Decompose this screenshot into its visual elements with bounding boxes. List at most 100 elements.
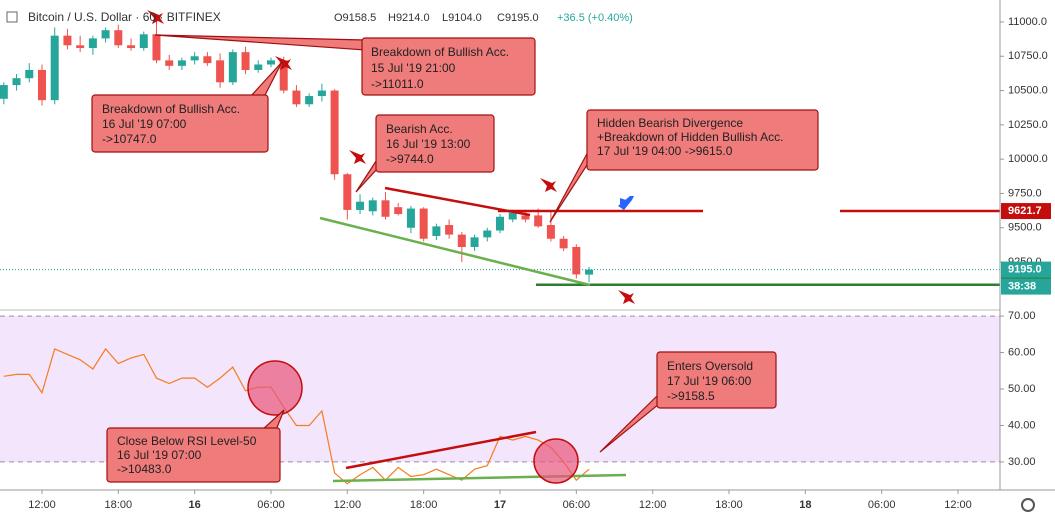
candle-body — [266, 60, 275, 65]
highlight-circle — [247, 360, 303, 416]
callout-text: Close Below RSI Level-50 — [117, 434, 257, 448]
x-tick-label: 18:00 — [105, 499, 133, 511]
rsi-trend-line — [345, 430, 537, 470]
x-tick-label: 16 — [189, 499, 201, 511]
callout-box — [656, 351, 777, 409]
candle-body — [394, 207, 403, 215]
price-label-box — [1001, 278, 1051, 295]
callout-box — [91, 94, 269, 153]
x-tick-label: 06:00 — [563, 499, 591, 511]
candle-body — [330, 90, 339, 175]
symbol-title: Bitcoin / U.S. Dollar · 60 · BITFINEX — [28, 10, 221, 24]
callout-text: ->11011.0 — [371, 77, 424, 91]
candle-body — [521, 215, 530, 220]
x-tick-label: 18:00 — [410, 499, 438, 511]
highlight-circle — [533, 438, 579, 484]
callout-text: 16 Jul '19 13:00 — [386, 137, 471, 151]
y-tick-label: 70.00 — [1008, 310, 1036, 322]
y-tick-label: 11000.0 — [1008, 16, 1047, 28]
candle-body — [114, 30, 123, 46]
candle-body — [25, 69, 34, 79]
rocket-icon — [147, 10, 164, 24]
callout-text: ->9158.5 — [667, 389, 715, 403]
candle-body — [0, 85, 8, 99]
rocket-icon — [540, 178, 557, 192]
y-tick-label: 10250.0 — [1008, 119, 1048, 131]
y-tick-label: 10500.0 — [1008, 84, 1048, 96]
candle-body — [343, 174, 352, 210]
y-tick-label: 30.00 — [1008, 456, 1036, 468]
trend-line — [384, 186, 531, 217]
rocket-icon — [618, 290, 635, 304]
rocket-icon — [349, 150, 366, 164]
candle-body — [254, 64, 263, 70]
ohlc-low: L9104.0 — [442, 12, 482, 24]
price-label-box — [1001, 203, 1051, 220]
y-tick-label: 9750.0 — [1008, 187, 1042, 199]
x-tick-label: 12:00 — [28, 499, 56, 511]
price-label-box — [1001, 261, 1051, 278]
callout-box — [375, 114, 495, 173]
candle-body — [317, 90, 326, 97]
callout-text: Hidden Bearish Divergence — [597, 116, 743, 130]
price-label: 9195.0 — [1008, 264, 1042, 276]
candle-body — [152, 34, 161, 61]
candle-body — [279, 60, 288, 91]
y-tick-label: 10750.0 — [1008, 50, 1048, 62]
candle-body — [12, 78, 21, 86]
rocket-icon — [618, 196, 634, 210]
x-tick-label: 06:00 — [868, 499, 896, 511]
x-tick-label: 18 — [799, 499, 811, 511]
candle-body — [216, 60, 225, 83]
rsi-trend-line — [332, 473, 627, 483]
callout-text: Enters Oversold — [667, 359, 753, 373]
callout-box — [586, 109, 819, 171]
ohlc-change: +36.5 (+0.40%) — [557, 12, 633, 24]
x-tick-label: 17 — [494, 499, 506, 511]
callout-text: Bearish Acc. — [386, 122, 453, 136]
candle-body — [101, 30, 110, 39]
x-tick-label: 12:00 — [639, 499, 667, 511]
candle-body — [177, 60, 186, 66]
candle-body — [534, 215, 543, 227]
y-tick-label: 50.00 — [1008, 383, 1036, 395]
y-tick-label: 9500.0 — [1008, 222, 1042, 234]
candle-body — [432, 226, 441, 236]
candle-body — [190, 56, 199, 61]
price-label: 9621.7 — [1008, 205, 1042, 217]
candle-body — [585, 269, 594, 275]
settings-icon[interactable] — [1021, 498, 1035, 512]
candle-body — [483, 230, 492, 238]
callout-text: 16 Jul '19 07:00 — [117, 448, 202, 462]
icons — [147, 10, 635, 304]
candle-body — [356, 201, 365, 210]
candle-body — [203, 56, 212, 64]
callout-text: Breakdown of Bullish Acc. — [371, 45, 509, 59]
candle-body — [419, 208, 428, 239]
candle-body — [457, 234, 466, 247]
callout-box — [361, 37, 536, 96]
x-tick-label: 18:00 — [715, 499, 743, 511]
x-tick-label: 06:00 — [257, 499, 285, 511]
x-tick-label: 12:00 — [334, 499, 362, 511]
callout-text: 15 Jul '19 21:00 — [371, 61, 456, 75]
candle-body — [292, 90, 301, 105]
candle-body — [381, 200, 390, 217]
callout-text: ->9744.0 — [386, 152, 434, 166]
callout-text: ->10747.0 — [102, 132, 157, 146]
callout-text: 17 Jul '19 04:00 ->9615.0 — [597, 144, 733, 158]
candle-body — [305, 96, 314, 105]
x-tick-label: 12:00 — [944, 499, 972, 511]
ohlc-high: H9214.0 — [388, 12, 430, 24]
collapse-icon[interactable] — [6, 11, 18, 23]
callouts: Breakdown of Bullish Acc. 15 Jul '19 21:… — [91, 34, 819, 483]
candle-body — [139, 34, 148, 49]
candle-body — [63, 35, 72, 46]
y-tick-label: 60.00 — [1008, 346, 1036, 358]
candle-body — [127, 45, 136, 49]
candle-body — [50, 35, 59, 101]
price-label: 38:38 — [1008, 281, 1036, 293]
y-tick-label: 10000.0 — [1008, 153, 1048, 165]
callout-box — [106, 427, 281, 483]
callout-text: Breakdown of Bullish Acc. — [102, 102, 240, 116]
